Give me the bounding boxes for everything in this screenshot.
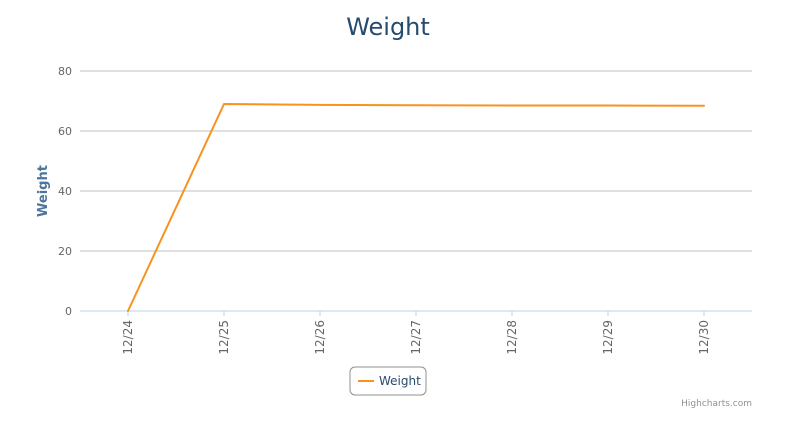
y-tick-label: 20	[58, 245, 72, 258]
x-tick-label: 12/24	[121, 320, 135, 355]
x-tick-label: 12/29	[601, 320, 615, 355]
gridlines	[80, 70, 752, 252]
y-tick-label: 0	[65, 305, 72, 318]
x-tick-label: 12/25	[217, 320, 231, 355]
y-tick-label: 80	[58, 65, 72, 78]
series-group	[127, 103, 705, 312]
credits-link[interactable]: Highcharts.com	[681, 399, 752, 409]
x-tick-label: 12/30	[697, 320, 711, 355]
x-tick-label: 12/26	[313, 320, 327, 355]
y-axis-label: Weight	[36, 165, 51, 217]
legend[interactable]: Weight	[349, 366, 427, 396]
y-tick-label: 40	[58, 185, 72, 198]
y-axis-ticks: 0 20 40 60 80	[58, 65, 72, 318]
x-tick-label: 12/27	[409, 320, 423, 355]
y-tick-label: 60	[58, 125, 72, 138]
x-tick-label: 12/28	[505, 320, 519, 355]
chart-title: Weight	[346, 13, 430, 41]
series-line-weight[interactable]	[127, 103, 705, 312]
legend-item-weight[interactable]: Weight	[379, 374, 421, 388]
legend-box[interactable]	[349, 366, 427, 396]
x-axis: 12/24 12/25 12/26 12/27 12/28 12/29 12/30	[80, 310, 752, 355]
